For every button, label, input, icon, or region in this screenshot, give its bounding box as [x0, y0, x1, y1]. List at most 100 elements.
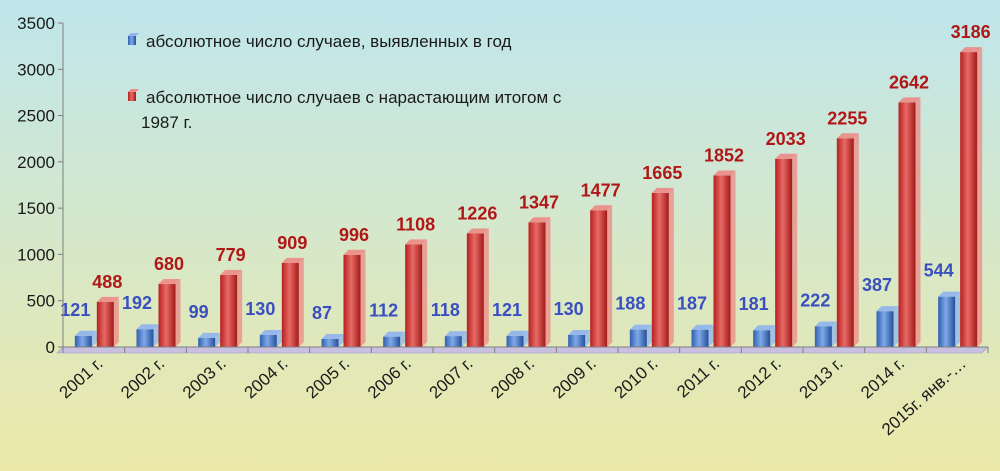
bar-side: [400, 331, 406, 347]
bar-top: [876, 306, 899, 312]
bar-top: [528, 217, 551, 223]
bar-top: [466, 228, 489, 234]
bar-cumulative: [405, 239, 428, 347]
bar-side: [91, 330, 97, 347]
bar-cumulative: [651, 187, 674, 347]
bar-side: [237, 269, 243, 347]
bar-top: [713, 170, 736, 176]
bar-front: [506, 335, 524, 347]
bar-top: [444, 331, 467, 337]
bar-side: [792, 153, 798, 347]
data-label-annual: 188: [615, 294, 645, 314]
bar-annual: [198, 332, 221, 347]
bar-top: [198, 332, 221, 338]
bar-side: [338, 333, 344, 347]
bar-front: [898, 102, 916, 347]
y-tick-label: 2500: [17, 107, 55, 126]
data-label-annual: 187: [677, 294, 707, 314]
bar-top: [506, 330, 529, 336]
data-label-cumulative: 1226: [457, 204, 497, 224]
bar-annual: [321, 333, 344, 347]
data-label-cumulative: 1665: [642, 163, 682, 183]
data-label-annual: 222: [800, 290, 830, 310]
bar-side: [276, 329, 282, 347]
bar-front: [651, 192, 669, 347]
bar-front: [96, 301, 114, 347]
legend-swatch-top: [128, 33, 139, 36]
bar-top: [321, 333, 344, 339]
bar-front: [466, 233, 484, 347]
bar-annual: [876, 306, 899, 347]
y-tick-label: 1500: [17, 199, 55, 218]
bar-top: [568, 329, 591, 335]
bar-side: [422, 239, 428, 347]
bar-annual: [568, 329, 591, 347]
bar-cumulative: [898, 97, 921, 347]
bar-front: [691, 329, 709, 347]
bar-side: [668, 187, 674, 347]
y-tick-label: 3000: [17, 60, 55, 79]
data-label-cumulative: 1852: [704, 146, 744, 166]
data-label-annual: 121: [60, 300, 90, 320]
bar-front: [136, 329, 154, 347]
bar-side: [523, 330, 529, 347]
bar-annual: [629, 324, 652, 347]
bar-front: [713, 175, 731, 347]
bar-side: [607, 205, 613, 347]
bar-cumulative: [96, 296, 119, 347]
bar-front: [405, 244, 423, 347]
plot-area: [56, 346, 989, 354]
data-label-cumulative: 488: [92, 272, 122, 292]
legend-swatch: [128, 92, 136, 101]
bar-side: [483, 228, 489, 347]
bar-top: [629, 324, 652, 330]
bar-annual: [444, 331, 467, 347]
bar-top: [96, 296, 119, 302]
bar-front: [343, 254, 361, 347]
bar-annual: [814, 321, 837, 347]
legend-swatch-top: [128, 89, 139, 92]
bar-side: [646, 324, 652, 347]
bar-front: [876, 311, 894, 347]
bar-side: [113, 296, 119, 347]
y-tick-label: 0: [46, 338, 55, 357]
bar-top: [281, 257, 304, 263]
bar-front: [775, 158, 793, 347]
bar-front: [74, 335, 92, 347]
bar-top: [590, 205, 613, 211]
bar-front: [960, 52, 978, 347]
data-label-annual: 87: [312, 303, 332, 323]
bar-annual: [506, 330, 529, 347]
bar-front: [444, 336, 462, 347]
y-tick-label: 500: [27, 292, 55, 311]
bar-side: [853, 133, 859, 347]
y-tick-label: 3500: [17, 14, 55, 33]
y-tick-label: 1000: [17, 245, 55, 264]
bar-side: [585, 329, 591, 347]
legend: абсолютное число случаев, выявленных в г…: [128, 32, 562, 132]
bar-top: [960, 47, 983, 53]
bar-top: [343, 249, 366, 255]
legend-item-annual: абсолютное число случаев, выявленных в г…: [128, 32, 512, 51]
bar-side: [730, 170, 736, 347]
bar-side: [175, 279, 181, 347]
bar-front: [321, 338, 339, 347]
bar-annual: [691, 324, 714, 347]
bar-cumulative: [343, 249, 366, 347]
bar-annual: [383, 331, 406, 347]
bar-annual: [259, 329, 282, 347]
bar-front: [629, 329, 647, 347]
bar-top: [814, 321, 837, 327]
bar-side: [831, 321, 837, 347]
legend-swatch: [128, 36, 136, 45]
bar-side: [153, 324, 159, 347]
data-label-annual: 121: [492, 300, 522, 320]
bar-cumulative: [281, 257, 304, 347]
bar-side: [955, 291, 961, 347]
data-label-annual: 387: [862, 275, 892, 295]
bar-cumulative: [775, 153, 798, 347]
bar-side: [461, 331, 467, 347]
bar-side: [893, 306, 899, 347]
bar-cumulative: [590, 205, 613, 347]
